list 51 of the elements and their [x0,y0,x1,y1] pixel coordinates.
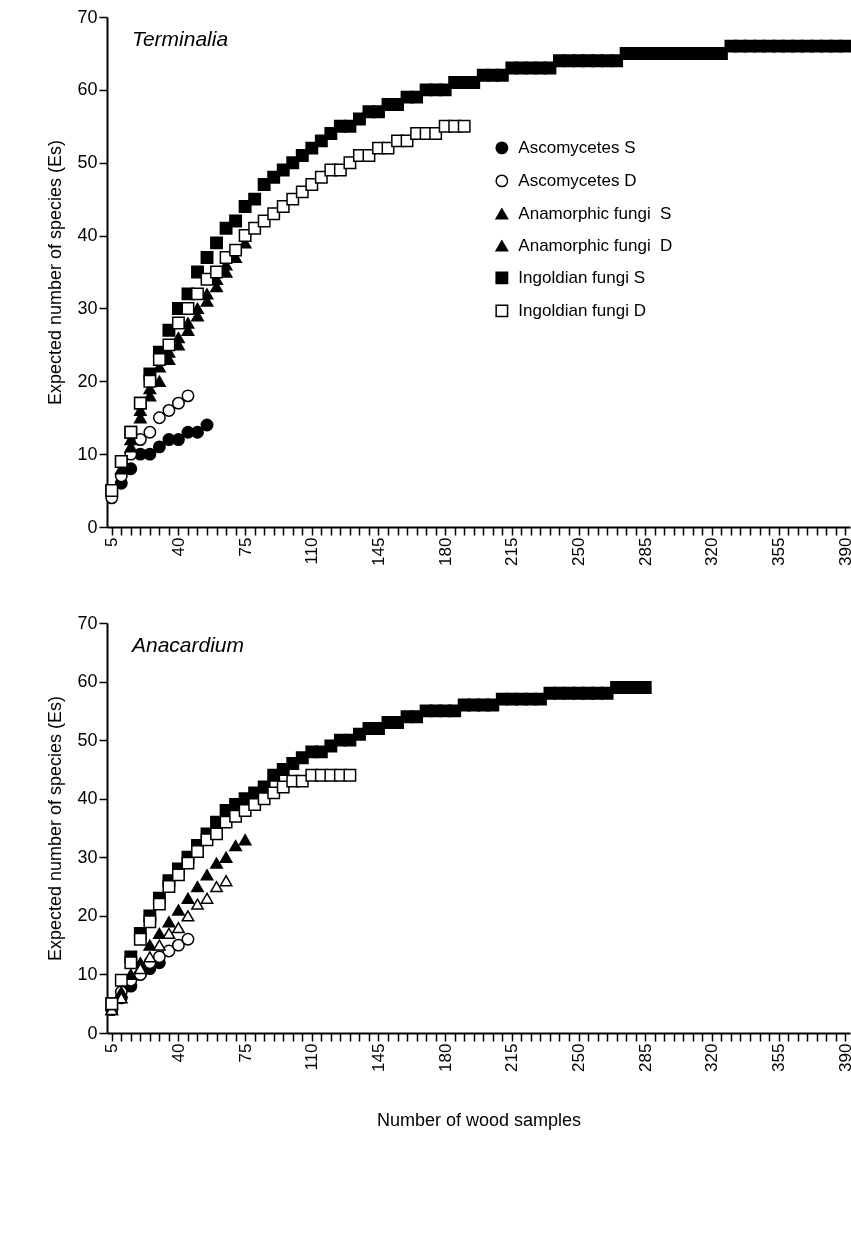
x-tick-label: 40 [168,537,188,557]
y-tick-label: 60 [77,671,98,692]
x-tick-label: 5 [102,537,122,547]
x-tick-label: 355 [769,537,789,566]
y-tick-label: 20 [77,370,98,391]
y-tick-label: 50 [77,152,98,173]
y-tick-label: 10 [77,963,98,984]
x-tick-label: 180 [435,1043,455,1072]
legend-label: Ascomycetes D [518,170,637,190]
x-tick-label: 180 [435,537,455,566]
x-tick-label: 250 [569,537,589,566]
x-tick-label: 285 [635,537,655,566]
x-tick-label: 215 [502,1043,522,1072]
y-tick-label: 60 [77,79,98,100]
x-tick-label: 110 [302,1043,322,1071]
y-axis-title: Expected number of species (Es) [45,139,66,406]
x-tick-label: 110 [302,537,322,565]
x-tick-label: 145 [368,1043,388,1072]
y-tick-label: 30 [77,297,98,318]
y-tick-label: 30 [77,846,98,867]
x-tick-label: 250 [569,1043,589,1072]
x-tick-label: 145 [368,537,388,566]
x-tick-label: 40 [168,1043,188,1063]
chart-title: Anacardium [129,633,245,656]
y-tick-label: 70 [77,612,98,633]
x-tick-label: 390 [835,1043,851,1072]
chart-title: Terminalia [131,27,229,50]
y-axis-title: Expected number of species (Es) [45,695,66,962]
x-tick-label: 355 [769,1043,789,1072]
legend-label: Anamorphic fungi S [518,203,672,223]
x-tick-label: 320 [702,537,722,566]
x-axis-title: Number of wood samples [376,1109,582,1130]
x-tick-label: 5 [102,1043,122,1053]
y-tick-label: 20 [77,905,98,926]
x-tick-label: 390 [835,537,851,566]
legend-label: Ingoldian fungi S [518,267,646,287]
x-tick-label: 215 [502,537,522,566]
y-tick-label: 50 [77,729,98,750]
legend-label: Ascomycetes S [518,137,636,157]
y-tick-label: 0 [87,1022,98,1043]
x-tick-label: 75 [235,537,255,557]
y-tick-label: 40 [77,788,98,809]
legend-label: Ingoldian fungi D [518,300,646,320]
y-tick-label: 10 [77,443,98,464]
x-tick-label: 285 [635,1043,655,1072]
legend-label: Anamorphic fungi D [518,235,673,255]
x-tick-label: 75 [235,1043,255,1063]
y-tick-label: 0 [87,516,98,537]
y-tick-label: 40 [77,225,98,246]
x-tick-label: 320 [702,1043,722,1072]
y-tick-label: 70 [77,6,98,27]
